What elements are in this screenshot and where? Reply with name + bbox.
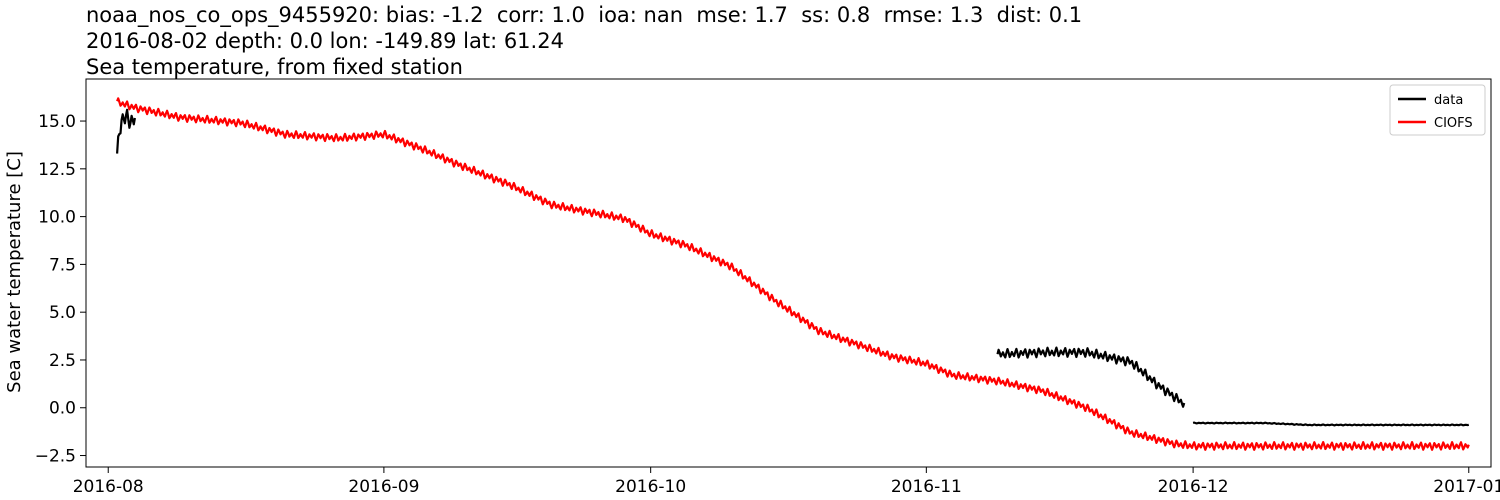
legend-label-data: data	[1434, 93, 1463, 108]
y-tick-label: 7.5	[49, 255, 76, 275]
y-tick-label: −2.5	[35, 447, 76, 467]
series-line-data-segment-2	[996, 346, 1186, 408]
x-tick-label: 2016-11	[891, 477, 962, 497]
y-tick-label: 2.5	[49, 351, 76, 371]
series-line-data-segment-1	[116, 108, 136, 154]
y-axis-label: Sea water temperature [C]	[4, 151, 25, 393]
axes: 2016-08 2016-09 2016-10 2016-11 2016-12 2017-…	[35, 78, 1500, 497]
title-line-description: Sea temperature, from fixed station	[86, 55, 463, 79]
title-line-stats: noaa_nos_co_ops_9455920: bias: -1.2 corr…	[86, 3, 1083, 27]
series-line-ciofs-segment-1	[116, 97, 1470, 451]
x-tick-label: 2016-10	[615, 477, 686, 497]
plot-area	[116, 97, 1470, 451]
legend: data CIOFS	[1389, 84, 1486, 136]
x-tick-label: 2016-09	[348, 477, 419, 497]
x-tick-label: 2016-08	[73, 477, 144, 497]
plot-frame	[85, 78, 1492, 468]
x-tick-label: 2017-01	[1433, 477, 1500, 497]
y-tick-label: 15.0	[38, 112, 76, 132]
x-tick-label: 2016-12	[1158, 477, 1229, 497]
title-line-station: 2016-08-02 depth: 0.0 lon: -149.89 lat: …	[86, 29, 564, 53]
legend-label-ciofs: CIOFS	[1434, 116, 1473, 131]
y-tick-label: 12.5	[38, 160, 76, 180]
y-tick-label: 10.0	[38, 208, 76, 228]
y-tick-label: 0.0	[49, 399, 76, 419]
series-line-data-segment-3	[1192, 421, 1470, 427]
chart-title: noaa_nos_co_ops_9455920: bias: -1.2 corr…	[86, 2, 1082, 80]
y-tick-label: 5.0	[49, 303, 76, 323]
